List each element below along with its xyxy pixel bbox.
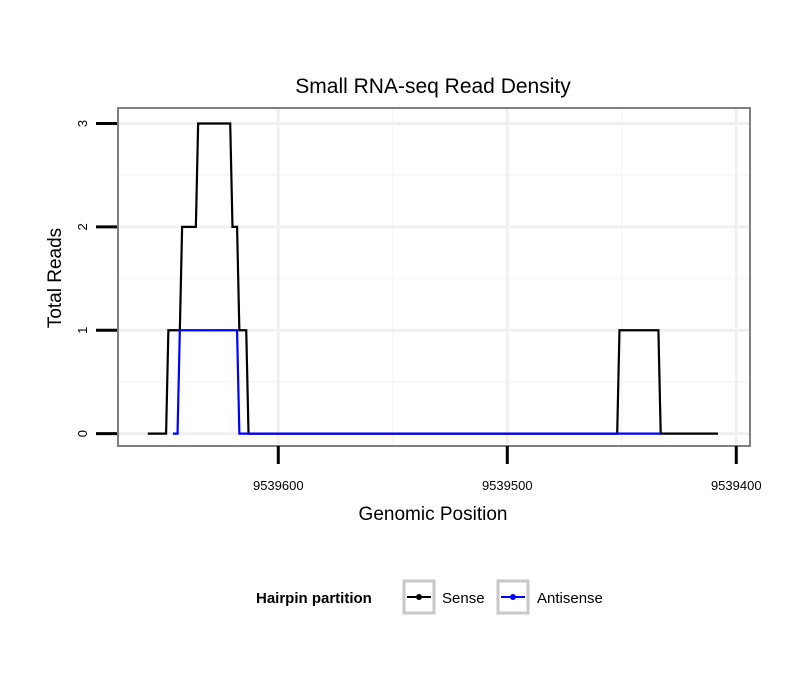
legend-entry-antisense: Antisense — [496, 579, 603, 615]
y-axis-label: Total Reads — [45, 228, 66, 328]
series-line-sense — [147, 122, 718, 435]
x-tick-label: 9539500 — [482, 478, 533, 493]
legend-title: Hairpin partition — [256, 590, 372, 607]
y-tick-label: 1 — [75, 327, 90, 334]
legend-point-antisense — [510, 594, 516, 600]
y-axis: 0 1 2 3 — [75, 120, 117, 437]
legend: Hairpin partition Sense Antisense — [256, 579, 603, 615]
y-tick-label: 0 — [75, 430, 90, 437]
x-tick-label: 9539600 — [253, 478, 304, 493]
series-line-antisense — [172, 329, 661, 435]
y-tick-label: 2 — [75, 223, 90, 230]
x-axis: 9539600 9539500 9539400 — [253, 446, 762, 493]
plot-panel — [118, 108, 750, 446]
x-tick-label: 9539400 — [711, 478, 762, 493]
x-axis-label: Genomic Position — [359, 504, 508, 525]
legend-entry-sense: Sense — [402, 579, 485, 615]
legend-point-sense — [416, 594, 422, 600]
legend-label-antisense: Antisense — [537, 590, 603, 607]
chart-title: Small RNA-seq Read Density — [295, 75, 571, 98]
y-tick-label: 3 — [75, 120, 90, 127]
legend-label-sense: Sense — [442, 590, 485, 607]
plot-border — [117, 107, 751, 447]
series-layer — [147, 122, 718, 435]
